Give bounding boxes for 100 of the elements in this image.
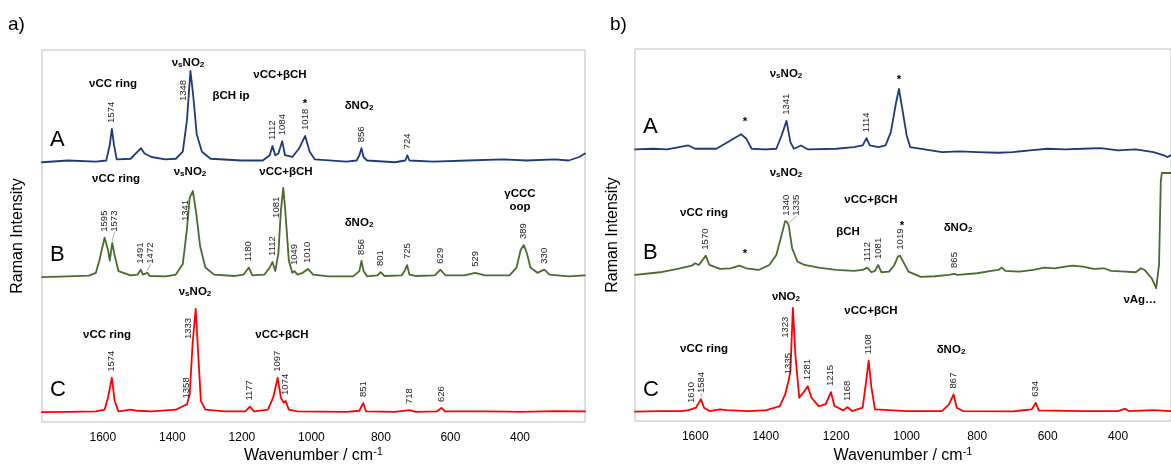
- annotation: νCC ring: [89, 77, 137, 90]
- annotation: 1049: [287, 243, 299, 266]
- annotation: δNO$_{2}$: [936, 343, 966, 357]
- annotation: 1177: [243, 380, 255, 401]
- annotation: *: [742, 247, 748, 260]
- x-tick-label: 1400: [159, 430, 187, 444]
- x-axis-title: Wavenumber / cm$^{-1}$: [833, 445, 973, 463]
- x-axis-title: Wavenumber / cm$^{-1}$: [243, 445, 384, 463]
- annotation: *: [742, 115, 748, 128]
- series-label: B: [643, 238, 658, 264]
- x-tick-label: 1400: [752, 429, 780, 443]
- x-tick-label: 1200: [228, 430, 256, 444]
- annotation: 1348: [176, 79, 188, 101]
- annotation: 1084: [276, 114, 287, 136]
- annotation: βCH ip: [212, 89, 250, 102]
- annotation: ν$_{s}$NO$_{2}$: [769, 166, 803, 180]
- annotation: 1168: [841, 380, 853, 402]
- annotation: 1323: [779, 316, 791, 338]
- annotation: 1570: [699, 228, 711, 250]
- series-label: A: [643, 113, 658, 139]
- x-tick-label: 600: [1037, 429, 1058, 443]
- annotation: νCC+βCH: [253, 68, 307, 81]
- annotation: 626: [434, 386, 446, 402]
- text: ν$_{s}$NO$_{2}$: [769, 67, 803, 81]
- annotation: 1112: [860, 241, 872, 262]
- annotation: 1281: [801, 359, 813, 381]
- annotation: νCC ring: [92, 172, 140, 185]
- annotation: 1610: [685, 381, 697, 404]
- x-tick-label: 1000: [298, 430, 326, 444]
- annotation: 1010: [301, 241, 313, 263]
- annotation: ν$_{s}$NO$_{2}$: [173, 165, 207, 179]
- text: ν$_{s}$NO$_{2}$: [171, 56, 205, 70]
- x-tick-label: 800: [370, 430, 392, 444]
- annotation: 330: [537, 247, 549, 264]
- x-tick-label: 1600: [681, 429, 709, 443]
- annotation: 1097: [271, 350, 283, 372]
- annotation: 1574: [105, 101, 117, 123]
- annotation: 801: [374, 250, 386, 267]
- annotation: 1573: [108, 210, 120, 232]
- annotation: δNO$_{2}$: [344, 216, 374, 230]
- annotation: 1019: [893, 228, 905, 250]
- annotation: 867: [947, 372, 959, 389]
- annotation: 1112: [266, 236, 277, 256]
- chart-title: b): [610, 13, 627, 34]
- annotation: δNO$_{2}$: [943, 221, 973, 235]
- annotation: νCC ring: [680, 206, 728, 219]
- x-tick-label: 800: [967, 429, 988, 443]
- annotation: 1584: [695, 371, 707, 394]
- annotation: 1340: [780, 194, 792, 216]
- series-label: B: [50, 240, 65, 266]
- annotation: 1574: [105, 350, 117, 372]
- y-axis-title: Raman Intensity: [8, 178, 25, 294]
- annotation: 1335: [782, 353, 794, 375]
- annotation: 718: [402, 388, 414, 405]
- annotation: νCC+βCH: [844, 193, 898, 206]
- annotation: νAg…: [1123, 293, 1157, 306]
- annotation: νCC ring: [83, 328, 131, 341]
- chart-title: a): [8, 13, 25, 34]
- x-tick-label: 1000: [893, 429, 921, 443]
- annotation: 1358: [180, 377, 192, 399]
- annotation: 1081: [871, 237, 883, 259]
- annotation: 1333: [182, 317, 194, 339]
- annotation: 1491: [134, 242, 146, 264]
- annotation: 1472: [144, 242, 156, 264]
- annotation: 856: [354, 239, 366, 255]
- annotation: νCC+βCH: [844, 304, 898, 317]
- annotation: 389: [517, 223, 529, 240]
- annotation: 1081: [269, 196, 281, 218]
- series-label: A: [50, 126, 65, 152]
- annotation: 1215: [824, 364, 836, 387]
- annotation: βCH: [836, 225, 860, 238]
- x-tick-label: 600: [440, 430, 461, 444]
- annotation: ν$_{s}$NO$_{2}$: [178, 285, 212, 299]
- annotation: 629: [433, 247, 445, 264]
- annotation: 529: [468, 250, 480, 267]
- x-tick-label: 400: [509, 430, 531, 444]
- annotation: γCCC oop: [504, 187, 536, 213]
- annotation: 634: [1029, 380, 1041, 397]
- text: *: [896, 73, 902, 86]
- annotation: 724: [400, 133, 412, 150]
- annotation: 1335: [790, 194, 802, 216]
- annotation: 1114: [860, 112, 872, 133]
- x-tick-label: 1200: [822, 429, 850, 443]
- annotation: 1180: [242, 241, 254, 262]
- annotation: 1341: [179, 199, 191, 222]
- annotation: νCC+βCH: [255, 328, 309, 341]
- annotation: 1112: [266, 120, 277, 141]
- series-label: C: [643, 375, 659, 401]
- y-axis-title: Raman Intensity: [603, 177, 620, 293]
- annotation: νCC+βCH: [259, 165, 313, 178]
- series-label: C: [50, 375, 66, 401]
- annotation: δNO$_{2}$: [344, 99, 374, 113]
- annotation: 1108: [862, 334, 874, 355]
- annotation: 1341: [780, 93, 792, 115]
- x-tick-label: 400: [1108, 429, 1129, 443]
- annotation: νCC ring: [680, 342, 728, 355]
- annotation: 856: [354, 126, 366, 143]
- annotation: 865: [947, 252, 959, 268]
- annotation: 851: [356, 381, 368, 398]
- annotation: νNO$_{2}$: [771, 290, 801, 304]
